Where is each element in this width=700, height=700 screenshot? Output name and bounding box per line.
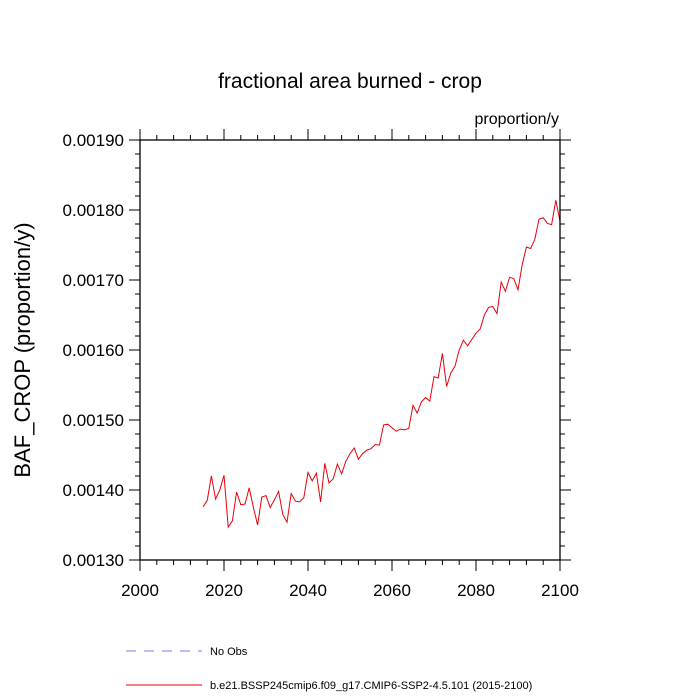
y-tick-label: 0.00160	[63, 341, 124, 360]
axis-ticks	[129, 129, 571, 571]
y-axis-label: BAF_CROP (proportion/y)	[10, 222, 35, 477]
legend-label-model-run: b.e21.BSSP245cmip6.f09_g17.CMIP6-SSP2-4.…	[210, 680, 532, 692]
plot-frame	[139, 139, 561, 561]
series-line-0	[202, 200, 561, 529]
axis-tick-labels: 2000 2020 2040 2060 2080 2100 0.00130 0.00140 0.…	[63, 131, 579, 600]
x-tick-label: 2080	[457, 581, 495, 600]
x-tick-label: 2000	[121, 581, 159, 600]
x-tick-label: 2060	[373, 581, 411, 600]
chart-title: fractional area burned - crop	[218, 70, 482, 93]
y-tick-label: 0.00170	[63, 271, 124, 290]
x-tick-label: 2100	[541, 581, 579, 600]
units-label: proportion/y	[475, 111, 560, 128]
data-series	[202, 200, 561, 529]
x-tick-label: 2020	[205, 581, 243, 600]
y-tick-label: 0.00130	[63, 551, 124, 570]
y-tick-label: 0.00190	[63, 131, 124, 150]
x-tick-label: 2040	[289, 581, 327, 600]
y-tick-label: 0.00180	[63, 201, 124, 220]
y-tick-label: 0.00140	[63, 481, 124, 500]
legend-label-no-obs: No Obs	[210, 646, 248, 658]
y-tick-label: 0.00150	[63, 411, 124, 430]
legend: No Obs b.e21.BSSP245cmip6.f09_g17.CMIP6-…	[126, 646, 532, 692]
